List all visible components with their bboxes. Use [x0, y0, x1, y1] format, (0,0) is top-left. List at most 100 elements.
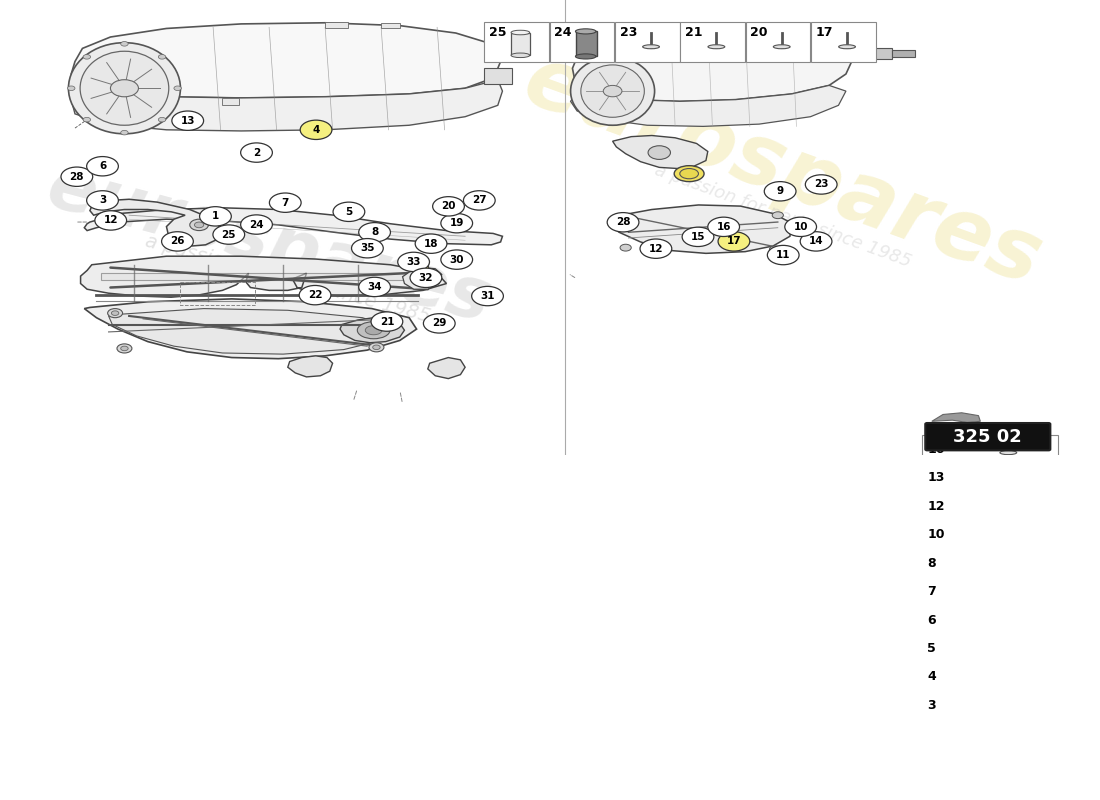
Circle shape — [707, 217, 739, 237]
Bar — [484, 22, 549, 62]
Polygon shape — [572, 26, 852, 102]
Polygon shape — [288, 356, 332, 377]
Ellipse shape — [512, 30, 530, 34]
Circle shape — [359, 278, 390, 297]
Text: a passion for parts since 1985: a passion for parts since 1985 — [651, 162, 913, 271]
Circle shape — [368, 342, 384, 352]
Circle shape — [378, 313, 394, 322]
Circle shape — [415, 234, 447, 254]
Polygon shape — [109, 309, 390, 354]
Circle shape — [998, 645, 1011, 653]
Circle shape — [424, 314, 455, 333]
Circle shape — [682, 227, 714, 246]
Ellipse shape — [708, 45, 725, 49]
Text: eurospares: eurospares — [513, 38, 1053, 303]
Circle shape — [626, 216, 637, 222]
Bar — [101, 274, 437, 280]
Circle shape — [373, 345, 381, 350]
Text: 3: 3 — [927, 699, 936, 712]
Bar — [681, 22, 745, 62]
Bar — [180, 282, 255, 305]
Text: 30: 30 — [450, 254, 464, 265]
Circle shape — [87, 190, 119, 210]
Bar — [746, 22, 811, 62]
Circle shape — [603, 86, 622, 97]
Polygon shape — [80, 256, 447, 297]
Polygon shape — [613, 135, 707, 169]
Circle shape — [410, 268, 442, 287]
Circle shape — [441, 214, 473, 233]
Text: eurospares: eurospares — [40, 152, 498, 338]
Circle shape — [463, 190, 495, 210]
Bar — [576, 31, 597, 57]
Bar — [923, 578, 1058, 606]
Circle shape — [195, 222, 204, 228]
Polygon shape — [85, 208, 503, 245]
Text: 12: 12 — [649, 244, 663, 254]
Circle shape — [67, 86, 75, 90]
Circle shape — [111, 311, 119, 315]
Circle shape — [432, 197, 464, 216]
Text: 28: 28 — [616, 218, 630, 227]
Circle shape — [333, 202, 365, 222]
Text: 7: 7 — [282, 198, 289, 208]
Circle shape — [174, 86, 182, 90]
Polygon shape — [403, 267, 442, 290]
Circle shape — [199, 206, 231, 226]
Ellipse shape — [575, 54, 596, 59]
Text: 34: 34 — [367, 282, 382, 292]
Ellipse shape — [365, 326, 382, 334]
Circle shape — [190, 219, 208, 230]
Text: 5: 5 — [927, 642, 936, 655]
Circle shape — [441, 250, 473, 270]
Circle shape — [998, 530, 1011, 538]
Text: 25: 25 — [490, 26, 507, 39]
Bar — [550, 22, 614, 62]
Text: 20: 20 — [750, 26, 768, 39]
Text: 4: 4 — [927, 670, 936, 683]
Text: 1: 1 — [212, 211, 219, 222]
Ellipse shape — [1000, 450, 1016, 454]
Polygon shape — [72, 22, 503, 98]
Bar — [923, 634, 1058, 662]
Ellipse shape — [997, 594, 1012, 598]
Ellipse shape — [988, 708, 1012, 712]
Circle shape — [95, 210, 126, 230]
Circle shape — [718, 232, 750, 251]
Polygon shape — [85, 299, 417, 358]
Text: 5: 5 — [345, 206, 352, 217]
Text: 23: 23 — [814, 179, 828, 190]
Bar — [923, 549, 1058, 577]
Circle shape — [772, 212, 783, 218]
Bar — [923, 435, 1058, 463]
Circle shape — [121, 346, 129, 350]
Circle shape — [87, 157, 119, 176]
Text: 16: 16 — [927, 442, 945, 456]
Circle shape — [241, 143, 273, 162]
Circle shape — [352, 238, 383, 258]
Ellipse shape — [358, 322, 390, 338]
Circle shape — [800, 232, 832, 251]
Ellipse shape — [994, 678, 1015, 682]
Text: 3: 3 — [99, 195, 106, 206]
Polygon shape — [72, 80, 503, 131]
Ellipse shape — [571, 57, 654, 126]
Text: 25: 25 — [221, 230, 236, 239]
Circle shape — [121, 42, 129, 46]
Circle shape — [60, 167, 92, 186]
Text: 29: 29 — [432, 318, 447, 328]
Text: 19: 19 — [450, 218, 464, 228]
Text: 6: 6 — [927, 614, 936, 626]
Ellipse shape — [838, 45, 856, 49]
Bar — [811, 22, 876, 62]
Text: 13: 13 — [927, 471, 945, 484]
Circle shape — [398, 252, 429, 271]
Text: 23: 23 — [619, 26, 637, 39]
Text: 17: 17 — [816, 26, 834, 39]
Text: 12: 12 — [927, 500, 945, 513]
Ellipse shape — [674, 166, 704, 182]
Text: 24: 24 — [250, 219, 264, 230]
Circle shape — [241, 215, 273, 234]
Polygon shape — [932, 413, 980, 422]
Ellipse shape — [512, 53, 530, 58]
